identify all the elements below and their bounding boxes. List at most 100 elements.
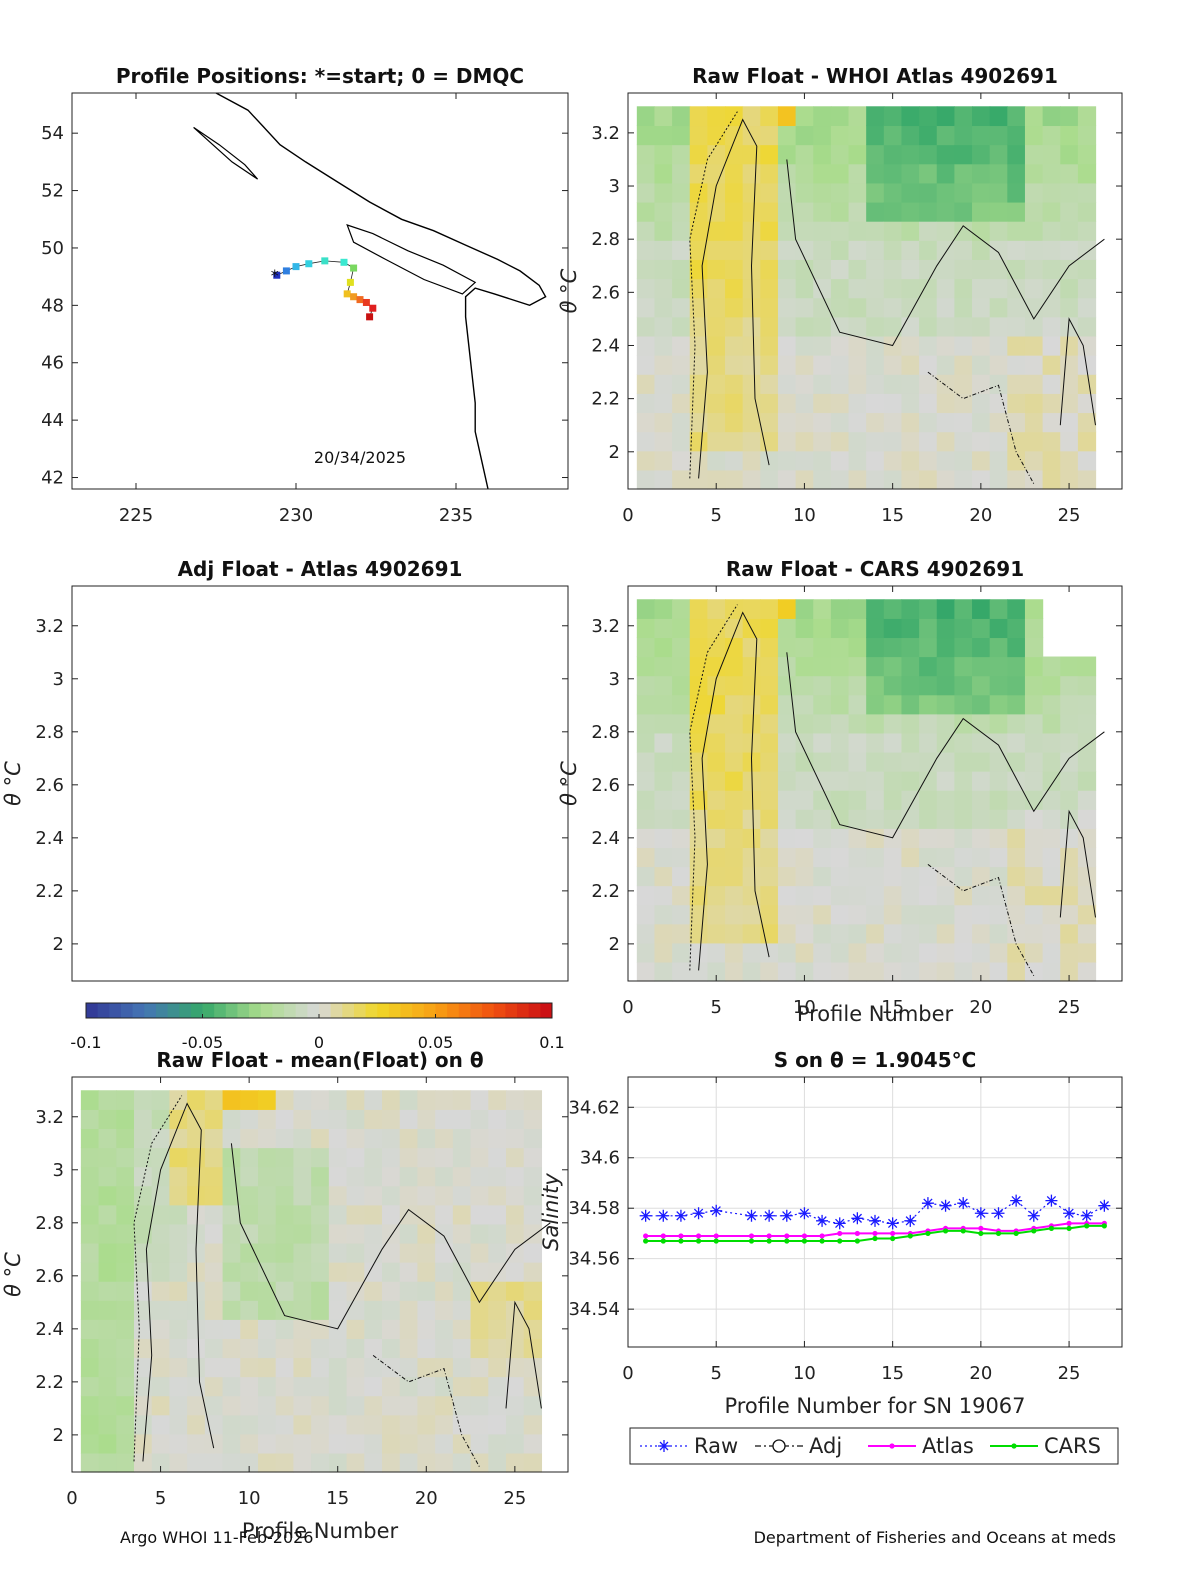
- raw-cars-cell: [707, 828, 726, 848]
- raw-mean-cell: [452, 1319, 472, 1339]
- raw-mean-cell: [399, 1223, 419, 1244]
- raw-cars-cell: [760, 809, 779, 829]
- raw-cars-cell: [954, 618, 973, 639]
- raw-mean-cell: [80, 1109, 100, 1130]
- colorbar-segment: [458, 1003, 471, 1018]
- raw-mean-cell: [452, 1433, 472, 1454]
- raw-mean-ytick-label: 2.2: [35, 1372, 64, 1393]
- raw-atlas-cell: [866, 393, 885, 414]
- raw-mean-cell: [470, 1414, 489, 1435]
- raw-cars-cell: [636, 809, 656, 829]
- raw-cars-cell: [795, 809, 814, 829]
- raw-cars-cell: [830, 637, 850, 658]
- raw-cars-cell: [919, 599, 938, 619]
- raw-mean-cell: [399, 1109, 419, 1130]
- raw-atlas-cell: [654, 469, 673, 490]
- raw-atlas-cell: [760, 316, 779, 337]
- raw-atlas-cell: [1024, 221, 1044, 241]
- raw-cars-cell: [707, 942, 726, 963]
- data-point-dot: [678, 1238, 684, 1244]
- raw-mean-cell: [488, 1128, 507, 1149]
- raw-cars-cell: [760, 942, 779, 963]
- raw-cars-cell: [989, 732, 1008, 753]
- raw-cars-xtick-label: 5: [710, 997, 721, 1018]
- raw-atlas-cell: [795, 355, 814, 375]
- raw-atlas-cell: [972, 221, 991, 241]
- raw-cars-cell: [830, 904, 850, 925]
- raw-cars-cell: [848, 618, 867, 639]
- raw-cars-cell: [654, 771, 673, 791]
- raw-atlas-cell: [901, 259, 920, 280]
- raw-cars-cell: [1042, 923, 1061, 944]
- raw-mean-cell: [80, 1090, 100, 1110]
- raw-cars-cell: [866, 637, 885, 658]
- adj-atlas-ylabel: θ °C: [1, 761, 25, 806]
- raw-mean-cell: [488, 1376, 507, 1397]
- raw-mean-cell: [169, 1338, 188, 1359]
- raw-atlas-cell: [919, 469, 938, 490]
- raw-mean-cell: [98, 1223, 117, 1244]
- raw-mean-cell: [506, 1147, 525, 1168]
- raw-atlas-cell: [919, 259, 938, 280]
- raw-mean-cell: [470, 1433, 489, 1454]
- raw-cars-contour-line: [786, 652, 1105, 839]
- raw-mean-cell: [116, 1147, 135, 1168]
- raw-atlas-cell: [725, 221, 744, 241]
- footer-left: Argo WHOI 11-Feb-2026: [120, 1528, 313, 1547]
- raw-atlas-cell: [883, 316, 903, 337]
- raw-atlas-cell: [936, 278, 955, 299]
- raw-mean-ytick-label: 2.8: [35, 1213, 64, 1234]
- colorbar-segment: [423, 1003, 436, 1018]
- raw-mean-cell: [399, 1338, 419, 1359]
- raw-atlas-cell: [636, 278, 656, 299]
- raw-mean-cell: [187, 1185, 206, 1206]
- adj-atlas-ytick-label: 2.4: [35, 828, 64, 849]
- raw-cars-cell: [725, 675, 744, 696]
- raw-atlas-cell: [883, 450, 903, 471]
- raw-atlas-cell: [654, 221, 673, 241]
- raw-mean-cell: [364, 1357, 383, 1378]
- raw-mean-cell: [222, 1300, 241, 1320]
- raw-mean-cell: [523, 1414, 543, 1435]
- raw-atlas-cell: [848, 355, 867, 375]
- raw-cars-cell: [848, 961, 867, 982]
- raw-cars-cell: [989, 656, 1008, 677]
- footer-right: Department of Fisheries and Oceans at me…: [754, 1528, 1116, 1547]
- raw-atlas-cell: [1042, 393, 1061, 414]
- raw-mean-contour-line: [372, 1354, 480, 1467]
- data-point-dot: [766, 1238, 772, 1244]
- raw-atlas-cell: [707, 374, 726, 394]
- colorbar-segment: [342, 1003, 355, 1018]
- raw-atlas-cell: [795, 450, 814, 471]
- raw-cars-ytick-label: 2.6: [591, 775, 620, 796]
- raw-cars-cell: [936, 675, 955, 696]
- raw-mean-cell: [169, 1452, 188, 1473]
- raw-cars-cell: [795, 694, 814, 715]
- raw-mean-contours: [133, 1095, 551, 1467]
- raw-atlas-cell: [989, 412, 1008, 433]
- raw-mean-cell: [328, 1357, 348, 1378]
- raw-atlas-cell: [954, 240, 973, 260]
- raw-cars-cell: [1060, 904, 1079, 925]
- raw-cars-cell: [901, 961, 920, 982]
- data-point-dot: [1066, 1225, 1072, 1232]
- raw-cars-cell: [1007, 942, 1026, 963]
- raw-mean-cell: [346, 1319, 365, 1339]
- raw-mean-cell: [523, 1128, 543, 1149]
- raw-mean-cell: [417, 1090, 436, 1110]
- raw-mean-cell: [204, 1300, 224, 1320]
- raw-atlas-cell: [654, 278, 673, 299]
- raw-mean-cell: [116, 1414, 135, 1435]
- raw-cars-cell: [725, 713, 744, 734]
- raw-atlas-contour-line: [786, 159, 1105, 347]
- raw-mean-cell: [523, 1300, 543, 1320]
- raw-mean-cell: [151, 1128, 171, 1149]
- profile-position-marker: [340, 258, 348, 266]
- raw-mean-cell: [346, 1147, 365, 1168]
- raw-cars-cell: [848, 790, 867, 810]
- raw-cars-cell: [1042, 694, 1061, 715]
- raw-mean-cell: [506, 1395, 525, 1416]
- raw-atlas-cell: [795, 144, 814, 165]
- raw-atlas-cell: [654, 182, 673, 203]
- raw-atlas-cell: [883, 125, 903, 146]
